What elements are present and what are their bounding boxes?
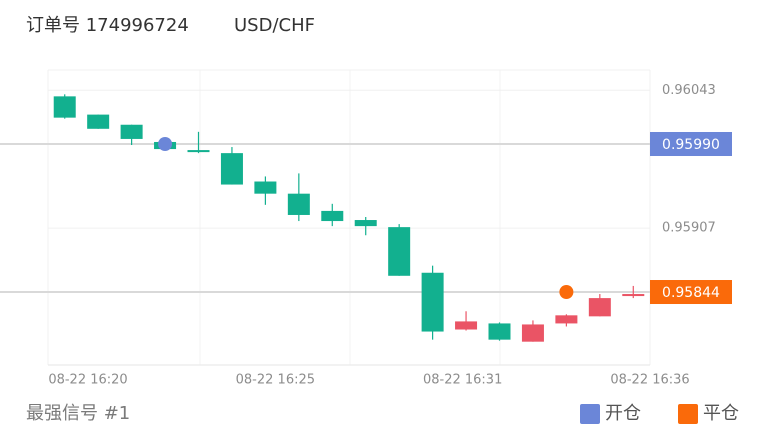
legend-label: 开仓	[605, 403, 641, 424]
candle-body	[521, 324, 544, 342]
candle-body	[622, 294, 645, 297]
candle-body	[187, 150, 210, 153]
price-tag-label: 0.95844	[662, 285, 720, 301]
x-tick-label: 08-22 16:25	[236, 373, 315, 388]
candle-body	[287, 193, 310, 215]
candle-body	[321, 210, 344, 222]
price-tag-label: 0.95990	[662, 137, 720, 153]
trade-marker	[158, 137, 173, 152]
price-tag	[650, 132, 732, 157]
y-tick-label: 0.95907	[662, 221, 716, 236]
candle-body	[421, 272, 444, 332]
candle-body	[53, 96, 76, 118]
trade-marker	[559, 285, 574, 300]
candle-body	[588, 298, 611, 317]
candle-body	[120, 124, 143, 139]
candle-body	[455, 321, 478, 330]
candle-body	[354, 220, 377, 227]
y-tick-label: 0.96043	[662, 83, 716, 98]
x-tick-label: 08-22 16:20	[48, 373, 127, 388]
legend-swatch	[678, 404, 698, 424]
legend-label: 平仓	[703, 403, 739, 424]
candle-body	[555, 315, 578, 324]
price-tag	[650, 280, 732, 305]
candle-body	[220, 153, 243, 185]
candle-body	[488, 323, 511, 340]
order-number: 订单号 174996724	[26, 15, 189, 36]
symbol: USD/CHF	[234, 15, 315, 36]
x-tick-label: 08-22 16:36	[610, 373, 689, 388]
footer: 最强信号 #1	[26, 403, 130, 424]
legend-swatch	[580, 404, 600, 424]
candle-body	[254, 181, 277, 194]
candle-body	[388, 227, 411, 276]
candle-body	[87, 114, 110, 129]
x-tick-label: 08-22 16:31	[423, 373, 502, 388]
